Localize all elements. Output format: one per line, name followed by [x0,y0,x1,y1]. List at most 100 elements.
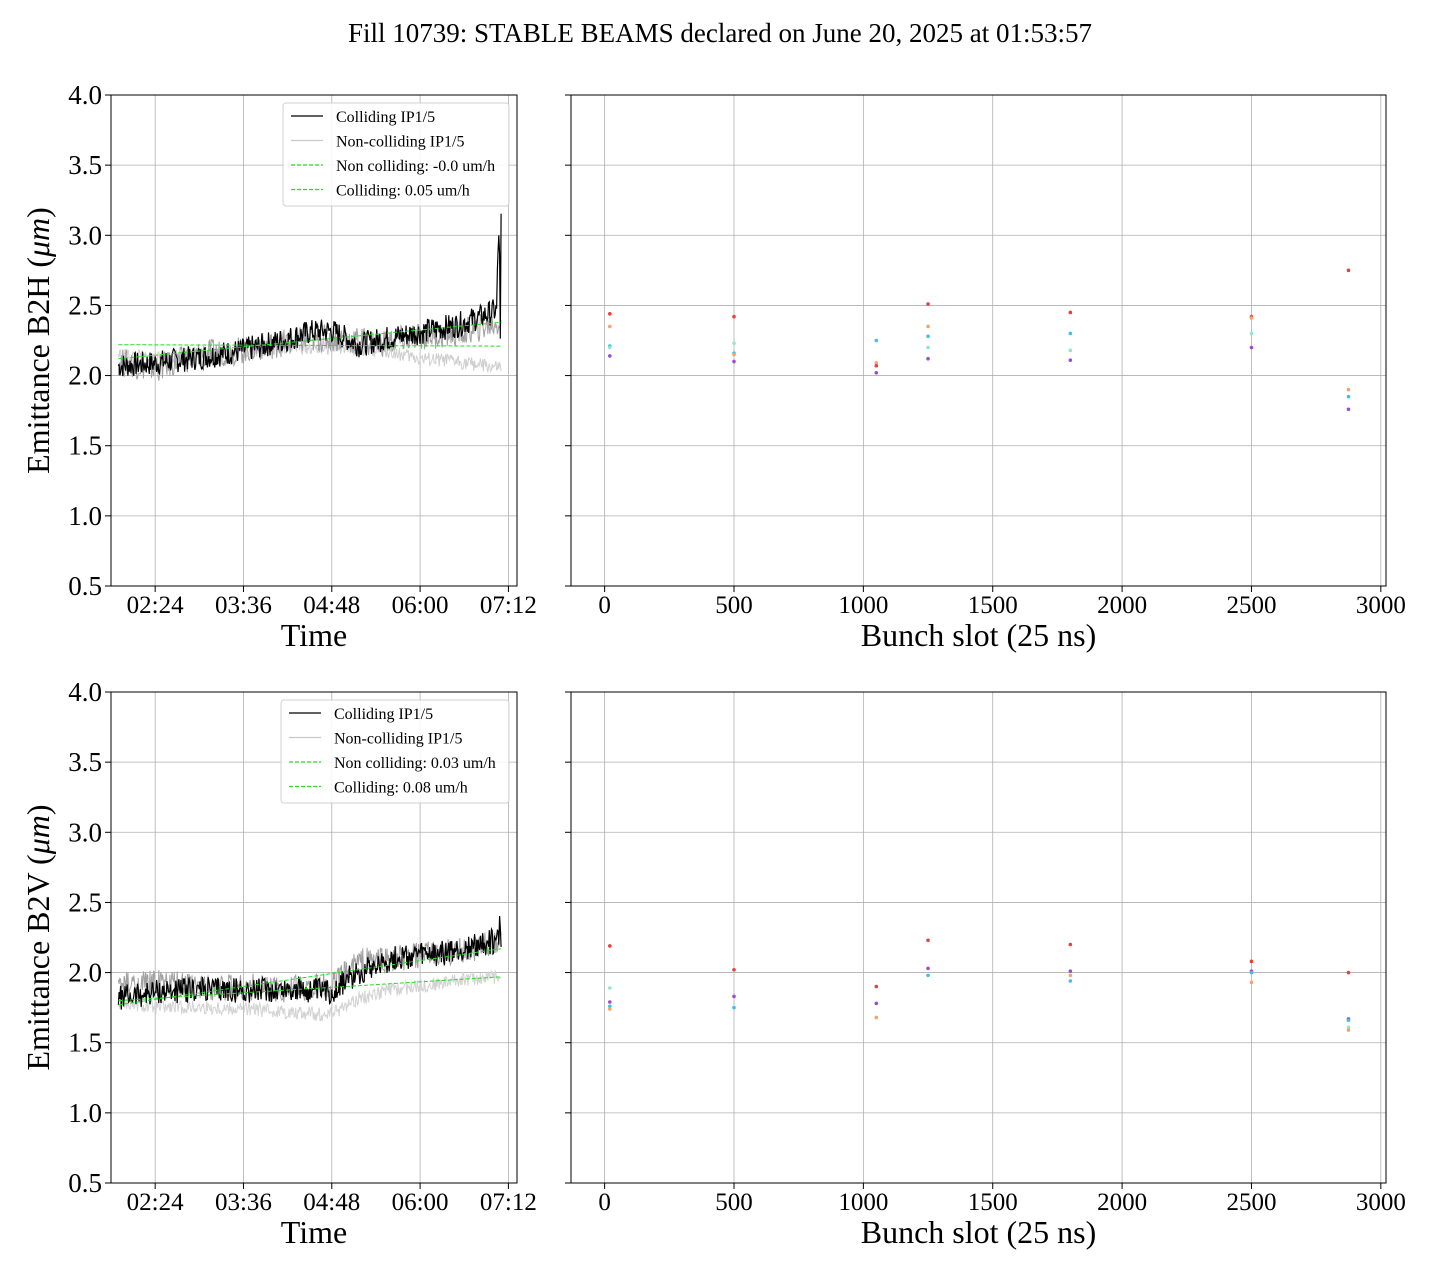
bunch-point [1068,942,1073,947]
fit-line [118,976,502,1002]
x-tick-label: 500 [715,592,753,619]
b2v-bunch-plot: 0 500 1000 1500 2000 2500 3000 Bunch slot (25 n… [565,691,1406,1250]
bunch-point [608,944,612,948]
y-axis-label-text: Emittance B2H ( [20,257,56,474]
bunch-point [1249,959,1254,964]
bunch-point [732,967,736,972]
bunch-point [732,352,736,357]
bunch-point [1346,407,1351,412]
series-line [117,213,502,377]
bunch-point [1346,1018,1351,1023]
bunch-point [1068,979,1073,983]
bunch-point [1249,331,1254,336]
legend-label: Non-colliding IP1/5 [334,731,462,748]
legend-box [280,699,510,804]
x-tick-label: 02:24 [127,592,184,619]
bunch-point [874,1001,879,1006]
bunch-point [1346,387,1351,392]
bunch-point [1346,394,1351,399]
bunch-point [874,984,879,989]
bunch-point [926,356,930,361]
bunch-point [874,363,879,368]
x-tick-label: 3000 [1356,592,1406,619]
b2v-time-plot: 0.5 1.0 1.5 2.0 2.5 3.0 3.5 4.0 02:24 03:36 04:48 0… [20,677,537,1250]
bunch-point [608,1000,612,1004]
legend: Colliding IP1/5 Non-colliding IP1/5 Non co… [280,699,510,804]
b2h-time-plot: 0.5 1.0 1.5 2.0 2.5 3.0 3.5 4.0 02:24 03:36 04:48 0… [20,80,537,653]
x-tick-label: 07:12 [480,1189,537,1216]
y-tick-label: 2.5 [68,290,102,320]
bunch-point [1346,970,1351,975]
x-axis-label: Time [281,1214,347,1250]
axes-frame [110,94,518,587]
legend: Colliding IP1/5 Non-colliding IP1/5 Non co… [282,102,510,207]
x-tick-label: 500 [715,1189,753,1216]
bunch-point [1068,969,1073,973]
y-tick-label: 2.5 [68,887,102,917]
bunch-point [1068,310,1073,315]
fit-line [118,344,502,347]
y-axis-label-unit: μm [20,815,56,855]
y-tick-label: 2.0 [68,361,102,391]
legend-label: Non colliding: 0.03 um/h [334,755,496,772]
axes-frame [110,691,518,1184]
y-tick-label: 0.5 [68,571,102,601]
x-tick-label: 1500 [968,1189,1018,1216]
bunch-point [608,1007,612,1011]
bunch-point [732,341,736,346]
bunch-point [608,324,612,329]
x-tick-label: 1000 [838,592,888,619]
y-axis-label-unit: μm [20,218,56,258]
x-axis-label: Bunch slot (25 ns) [861,617,1097,653]
x-tick-label: 3000 [1356,1189,1406,1216]
axes-frame [570,691,1387,1184]
bunch-point [608,1004,612,1009]
bunch-point [926,345,930,350]
bunch-point [732,359,736,364]
fit-line [118,321,502,360]
y-axis-label-text: Emittance B2V ( [20,854,56,1070]
y-tick-label: 3.0 [68,220,102,250]
bunch-point [926,324,930,329]
bunch-point [1068,973,1073,978]
x-tick-label: 02:24 [127,1189,184,1216]
bunch-point [1068,331,1073,336]
x-tick-label: 03:36 [215,1189,272,1216]
bunch-point [608,312,612,316]
y-axis-label: Emittance B2H (μm) [20,207,56,474]
fit-line [118,948,502,1006]
y-tick-label: 1.0 [68,501,102,531]
bunch-point [608,986,612,990]
y-tick-label: 1.0 [68,1098,102,1128]
b2h-bunch-plot: 0 500 1000 1500 2000 2500 3000 Bunch slot (25 n… [565,94,1406,653]
y-axis-label-close: ) [20,804,56,815]
bunch-point [926,938,930,943]
x-tick-label: 06:00 [392,1189,449,1216]
bunch-point [1249,345,1254,350]
bunch-point [1249,980,1254,985]
axes-frame [570,94,1387,587]
x-tick-label: 0 [598,592,611,619]
legend-label: Colliding: 0.05 um/h [336,183,470,200]
x-tick-label: 07:12 [480,592,537,619]
bunch-point [874,338,879,343]
legend-label: Colliding IP1/5 [336,109,435,126]
x-tick-label: 06:00 [392,592,449,619]
bunch-point [926,302,930,306]
bunch-point [874,370,879,375]
x-tick-label: 1500 [968,592,1018,619]
bunch-point [1346,268,1351,273]
x-tick-label: 0 [598,1189,611,1216]
x-tick-label: 04:48 [303,1189,360,1216]
x-tick-label: 2500 [1226,1189,1276,1216]
bunch-point [926,966,930,971]
x-tick-label: 1000 [838,1189,888,1216]
y-tick-label: 1.5 [68,431,102,461]
bunch-point [608,354,612,358]
y-tick-label: 3.5 [68,150,102,180]
legend-label: Non-colliding IP1/5 [336,134,464,151]
x-axis-label: Time [281,617,347,653]
x-tick-label: 2000 [1097,1189,1147,1216]
x-axis-label: Bunch slot (25 ns) [861,1214,1097,1250]
y-axis-label: Emittance B2V (μm) [20,804,56,1070]
